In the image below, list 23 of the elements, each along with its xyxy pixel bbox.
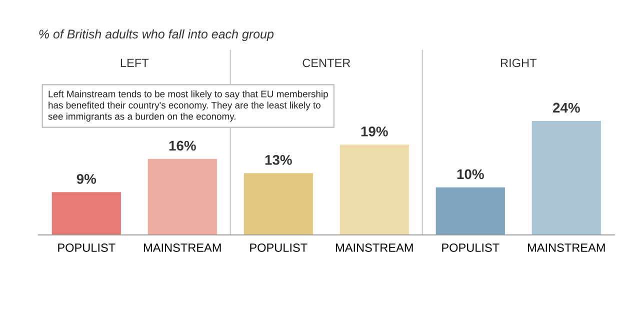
- data-label: 13%: [265, 155, 292, 165]
- data-label: 19%: [361, 126, 388, 136]
- text: RIGHT: [501, 58, 536, 68]
- x-tick-label: POPULIST: [442, 244, 500, 252]
- bar: [244, 173, 313, 235]
- bar: [436, 187, 505, 235]
- data-label: 9%: [76, 174, 96, 184]
- text: LEFT: [120, 58, 149, 68]
- x-tick-label: MAINSTREAM: [528, 244, 605, 252]
- bar: [340, 144, 409, 235]
- x-tick-label: MAINSTREAM: [336, 244, 413, 252]
- text: CENTER: [302, 58, 350, 68]
- annotation: Left Mainstream tends to be most likely to say that EU membership has benefited their country's economy. They are the least likely to see immigrants as a burden on the economy.: [48, 90, 328, 122]
- data-label: 24%: [552, 102, 580, 113]
- chart-subtitle: % of British adults who fall into each group: [39, 29, 274, 41]
- data-label: 10%: [457, 169, 484, 180]
- bar: [148, 158, 217, 235]
- bar: [532, 120, 601, 235]
- bar: [52, 192, 121, 235]
- data-label: 16%: [169, 140, 196, 151]
- x-tick-label: POPULIST: [58, 244, 116, 252]
- x-tick-label: POPULIST: [250, 244, 308, 252]
- x-tick-label: MAINSTREAM: [144, 244, 221, 252]
